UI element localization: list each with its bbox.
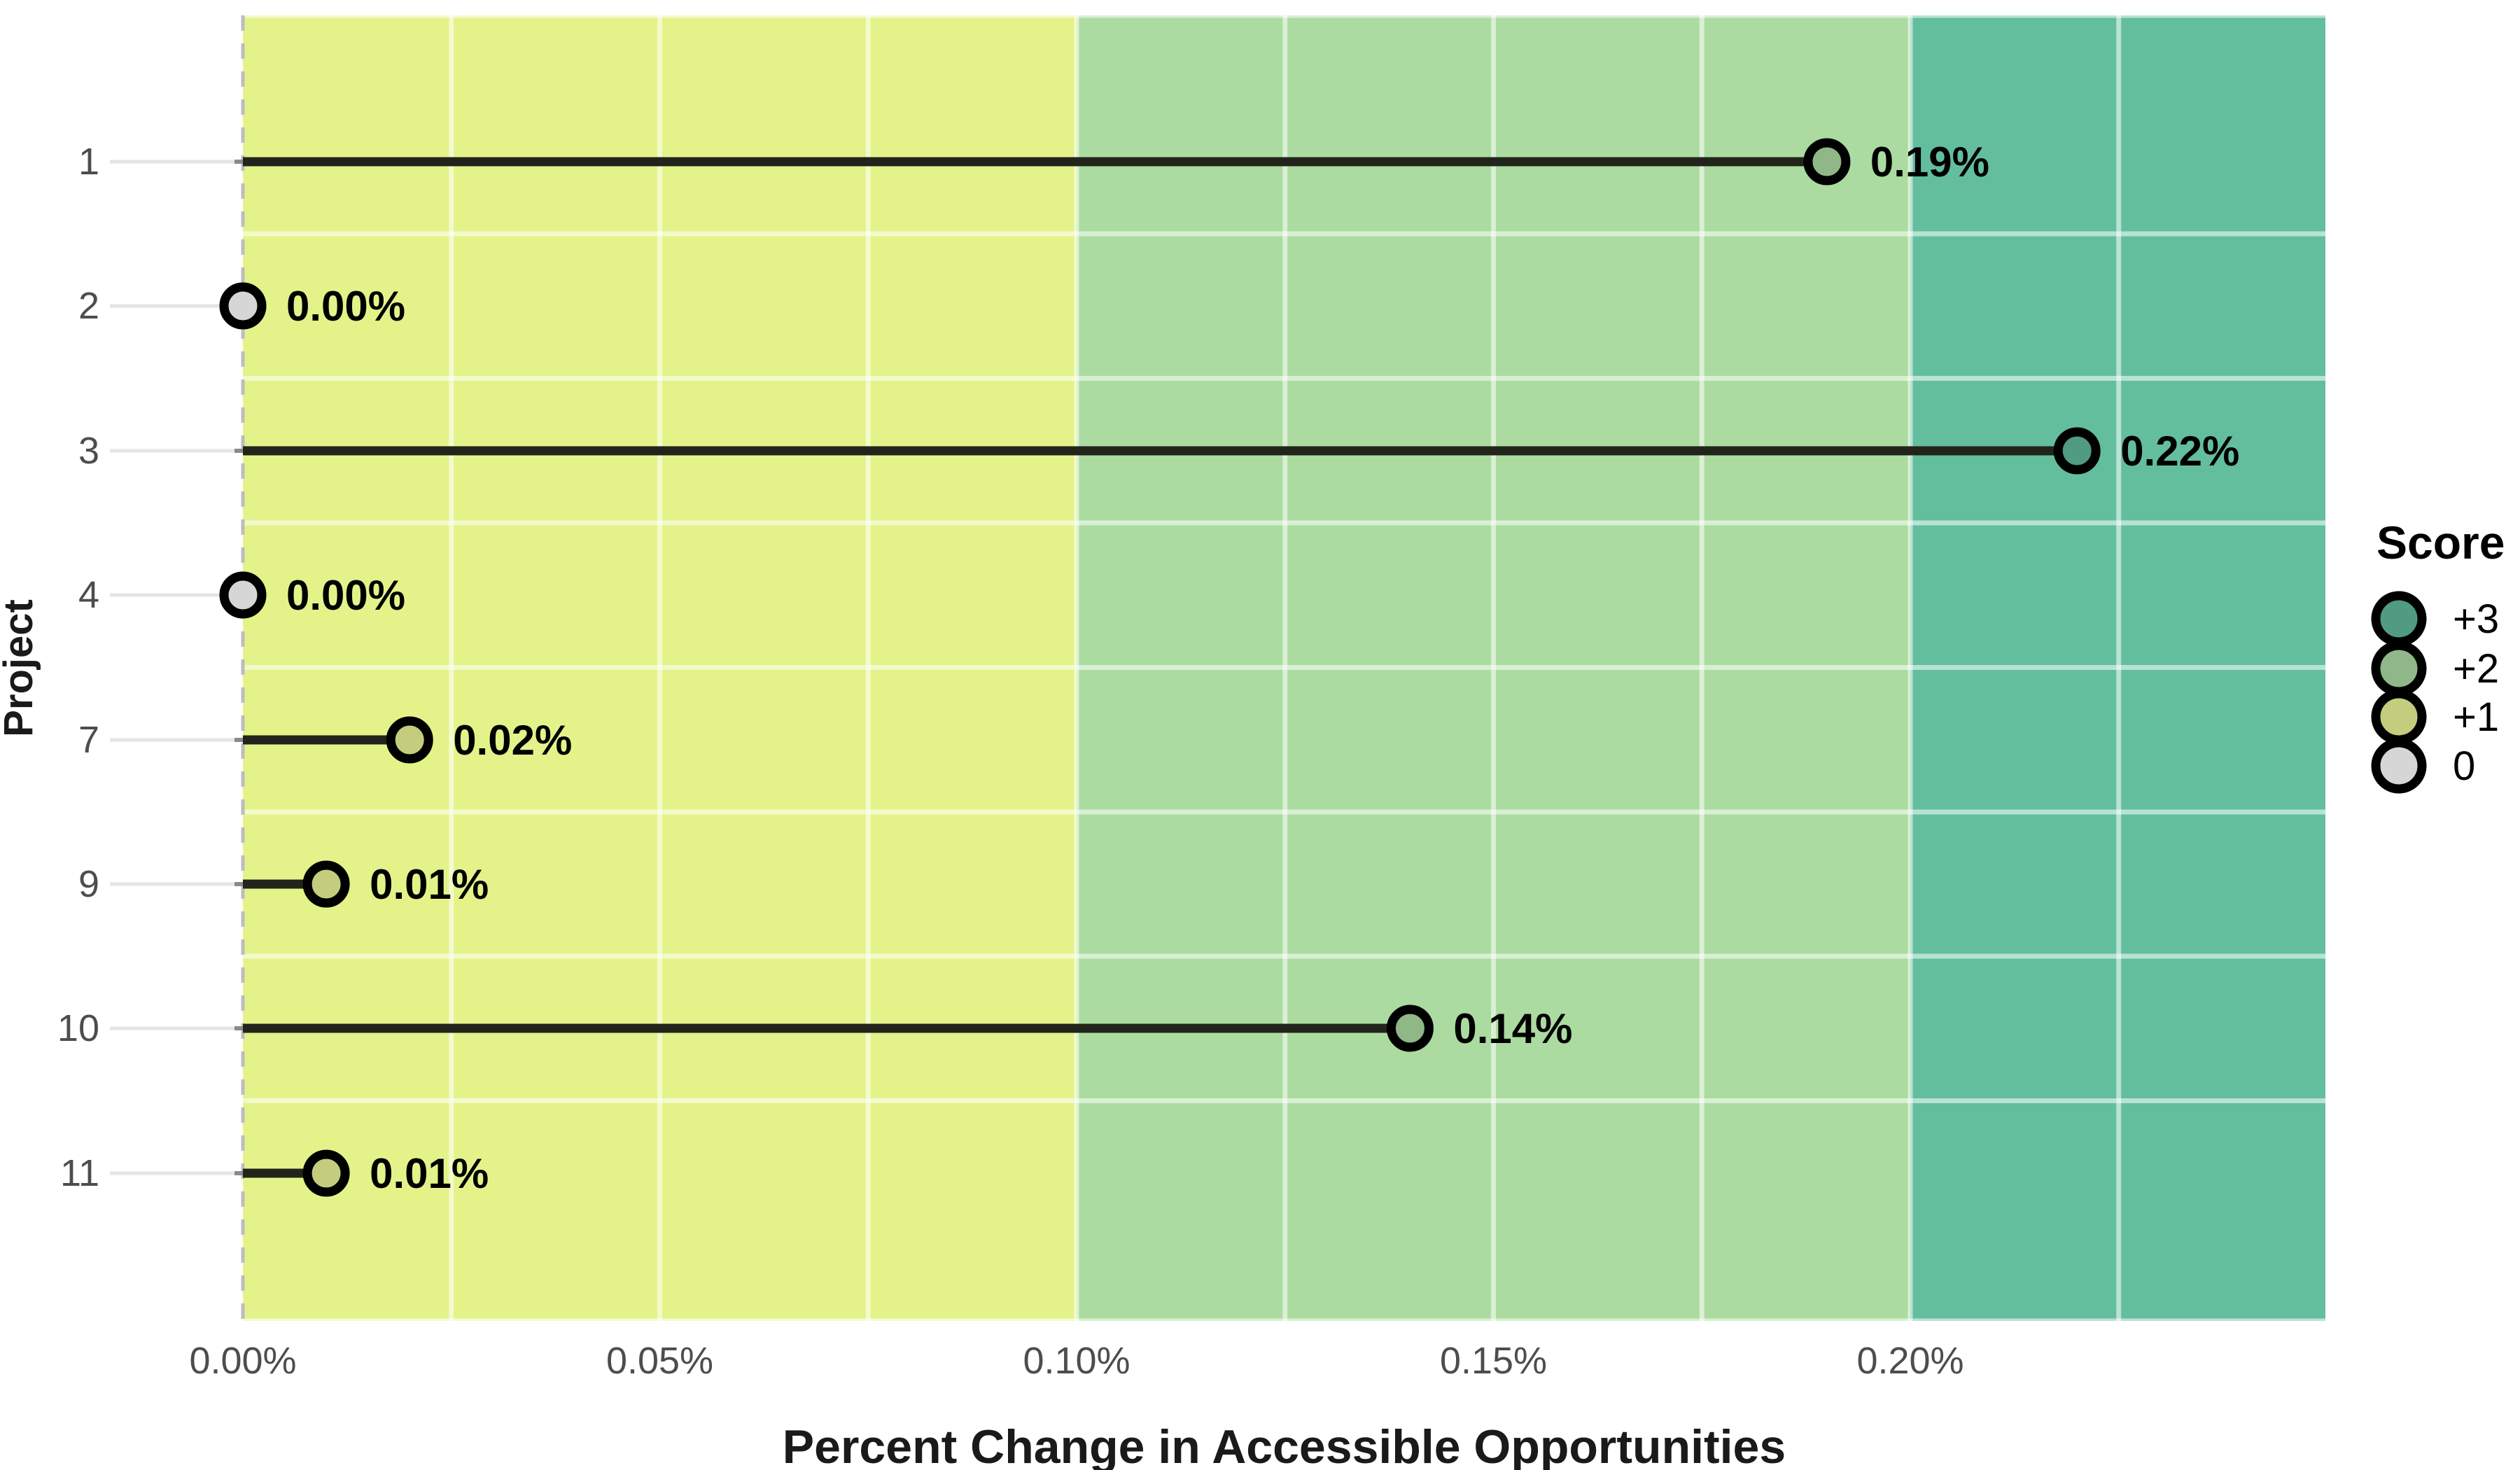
svg-text:0.05%: 0.05% <box>606 1340 713 1382</box>
svg-text:0.00%: 0.00% <box>286 572 405 619</box>
svg-text:Project: Project <box>0 599 41 737</box>
svg-text:Score: Score <box>2376 517 2505 568</box>
svg-text:3: 3 <box>78 430 99 472</box>
svg-text:10: 10 <box>57 1007 99 1049</box>
svg-text:0.19%: 0.19% <box>1870 139 1989 186</box>
svg-text:2: 2 <box>78 285 99 327</box>
svg-text:0.10%: 0.10% <box>1023 1340 1130 1382</box>
svg-text:+2: +2 <box>2453 646 2499 692</box>
svg-text:0.02%: 0.02% <box>453 717 572 764</box>
svg-text:0.00%: 0.00% <box>286 283 405 330</box>
svg-text:1: 1 <box>78 141 99 183</box>
svg-text:+3: +3 <box>2453 596 2499 642</box>
svg-text:0.01%: 0.01% <box>370 861 489 908</box>
svg-text:7: 7 <box>78 719 99 761</box>
svg-text:+1: +1 <box>2453 694 2499 740</box>
svg-text:0.01%: 0.01% <box>370 1150 489 1197</box>
svg-text:11: 11 <box>60 1152 99 1194</box>
svg-text:0.20%: 0.20% <box>1856 1340 1963 1382</box>
svg-text:4: 4 <box>78 574 99 616</box>
svg-text:0.14%: 0.14% <box>1453 1005 1572 1052</box>
svg-text:0: 0 <box>2453 743 2475 789</box>
svg-text:0.22%: 0.22% <box>2120 428 2239 475</box>
svg-text:0.15%: 0.15% <box>1440 1340 1547 1382</box>
svg-text:0.00%: 0.00% <box>189 1340 296 1382</box>
svg-text:9: 9 <box>78 863 99 905</box>
svg-text:Percent Change in Accessible O: Percent Change in Accessible Opportuniti… <box>783 1420 1786 1470</box>
